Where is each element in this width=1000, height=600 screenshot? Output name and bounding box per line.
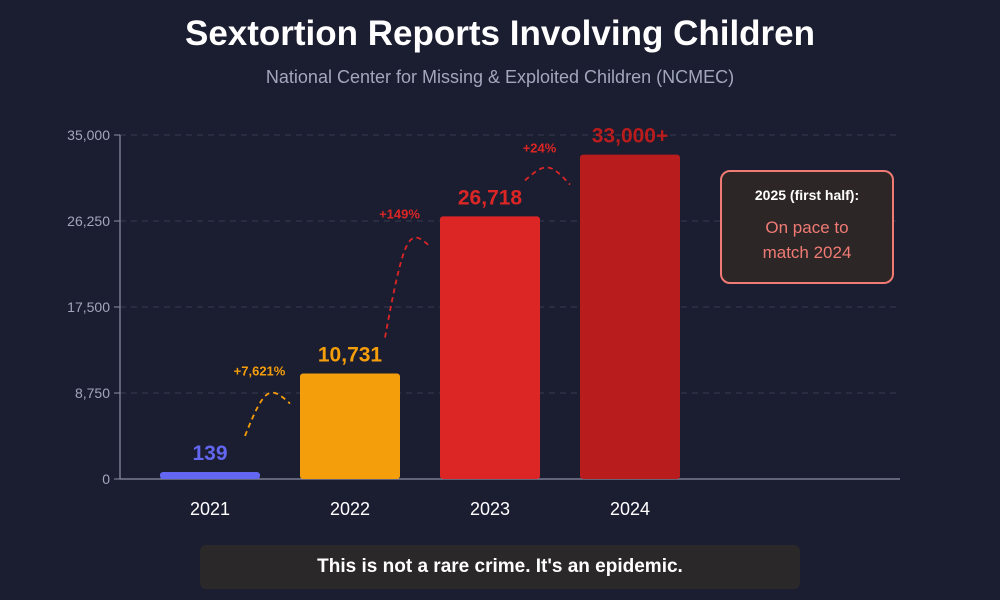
x-tick-label-2023: 2023 xyxy=(470,499,510,519)
bar-2021 xyxy=(160,472,260,479)
forecast-note: 2025 (first half): On pace to match 2024 xyxy=(720,170,894,284)
chart-title: Sextortion Reports Involving Children xyxy=(184,14,816,53)
x-tick-label-2024: 2024 xyxy=(610,499,650,519)
growth-arc-2 xyxy=(384,236,431,338)
epidemic-banner: This is not a rare crime. It's an epidem… xyxy=(200,545,800,589)
bar-2022 xyxy=(300,373,400,479)
y-tick-label: 35,000 xyxy=(67,127,110,143)
bar-2023 xyxy=(440,216,540,480)
growth-label-1: +7,621% xyxy=(234,364,286,379)
growth-arc-1 xyxy=(244,391,291,437)
value-label-2024: 33,000+ xyxy=(592,125,669,148)
y-tick-label: 17,500 xyxy=(67,299,110,315)
y-tick-label: 8,750 xyxy=(75,385,110,401)
value-label-2022: 10,731 xyxy=(318,344,383,367)
bar-2024 xyxy=(580,154,680,479)
y-tick-label: 26,250 xyxy=(67,213,110,229)
x-tick-label-2021: 2021 xyxy=(190,499,230,519)
x-tick-label-2022: 2022 xyxy=(330,499,370,519)
forecast-note-title: 2025 (first half): xyxy=(754,187,860,203)
growth-arc-3 xyxy=(524,166,571,186)
forecast-note-body: On pace to match 2024 xyxy=(762,218,852,262)
value-label-2021: 139 xyxy=(192,442,227,465)
value-label-2023: 26,718 xyxy=(458,186,523,209)
chart-subtitle: National Center for Missing & Exploited … xyxy=(265,67,735,87)
y-tick-label: 0 xyxy=(102,471,110,487)
growth-label-2: +149% xyxy=(379,206,420,221)
growth-label-3: +24% xyxy=(523,140,557,155)
